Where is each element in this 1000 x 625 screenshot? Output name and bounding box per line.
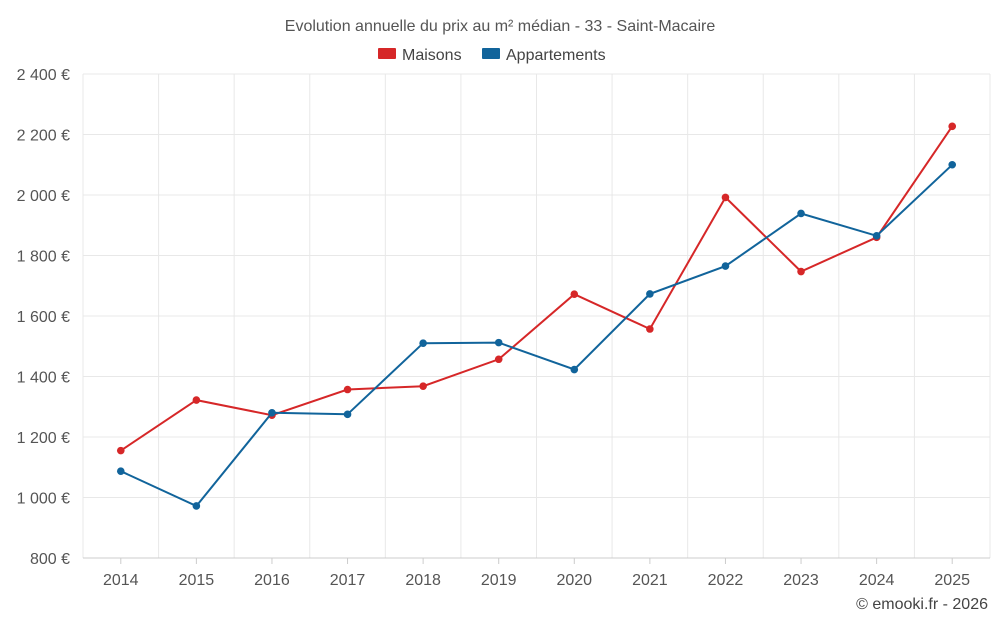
data-point-appartements[interactable] <box>116 467 125 475</box>
x-tick-label: 2018 <box>405 572 441 589</box>
legend-label-maisons[interactable]: Maisons <box>402 47 462 64</box>
data-point-appartements[interactable] <box>570 365 579 374</box>
y-tick-label: 800 € <box>30 551 70 568</box>
series-line-maisons <box>120 125 954 452</box>
x-tick-label: 2016 <box>254 572 290 589</box>
x-tick-label: 2021 <box>632 572 668 589</box>
data-point-appartements[interactable] <box>646 290 654 298</box>
data-point-maisons[interactable] <box>948 122 957 131</box>
credit-text: © emooki.fr - 2026 <box>856 596 988 613</box>
data-point-appartements[interactable] <box>872 232 881 240</box>
data-point-maisons[interactable] <box>797 267 805 276</box>
data-point-maisons[interactable] <box>721 193 730 202</box>
data-point-appartements[interactable] <box>343 410 352 419</box>
legend-swatch-maisons <box>378 48 396 59</box>
x-tick-label: 2015 <box>179 572 215 589</box>
y-axis: 800 € 1 000 € 1 200 € 1 400 € 1 600 € 1 800 €… <box>17 67 70 568</box>
data-point-maisons[interactable] <box>192 396 201 404</box>
x-axis: 2014 2015 2016 2017 2018 2019 2020 2021 2022 2023… <box>83 557 990 589</box>
data-point-maisons[interactable] <box>116 446 125 455</box>
data-point-appartements[interactable] <box>494 338 503 347</box>
data-point-appartements[interactable] <box>192 502 201 510</box>
grid <box>82 73 991 558</box>
y-tick-label: 1 800 € <box>17 249 70 266</box>
series-line-appartements <box>120 164 953 508</box>
x-tick-label: 2023 <box>783 572 819 589</box>
y-tick-label: 1 200 € <box>17 430 70 447</box>
x-tick-label: 2022 <box>708 572 744 589</box>
x-tick-label: 2025 <box>934 572 970 589</box>
data-point-maisons[interactable] <box>570 290 579 299</box>
data-point-appartements[interactable] <box>268 409 276 417</box>
x-tick-label: 2024 <box>859 572 895 589</box>
legend-label-appartements[interactable]: Appartements <box>506 47 606 64</box>
x-tick-label: 2020 <box>556 572 592 589</box>
data-point-maisons[interactable] <box>646 325 654 333</box>
plot-area <box>116 122 957 510</box>
x-tick-label: 2017 <box>330 572 366 589</box>
data-point-appartements[interactable] <box>419 339 427 348</box>
legend-swatch-appartements <box>482 48 500 59</box>
x-tick-label: 2014 <box>103 572 139 589</box>
data-point-maisons[interactable] <box>419 382 427 390</box>
data-point-maisons[interactable] <box>343 385 352 394</box>
x-tick-label: 2019 <box>481 572 517 589</box>
y-tick-label: 1 400 € <box>17 370 70 387</box>
legend: Maisons Appartements <box>378 47 606 64</box>
y-tick-label: 2 400 € <box>17 67 70 84</box>
chart-title: Evolution annuelle du prix au m² médian … <box>285 18 716 35</box>
data-point-appartements[interactable] <box>797 209 805 218</box>
y-tick-label: 1 600 € <box>17 309 70 326</box>
data-point-maisons[interactable] <box>494 355 503 364</box>
y-tick-label: 2 000 € <box>17 188 70 205</box>
y-tick-label: 2 200 € <box>17 128 70 145</box>
y-tick-label: 1 000 € <box>17 491 70 508</box>
data-point-appartements[interactable] <box>721 262 730 270</box>
data-point-appartements[interactable] <box>948 160 957 169</box>
